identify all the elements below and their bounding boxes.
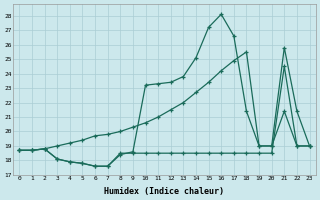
X-axis label: Humidex (Indice chaleur): Humidex (Indice chaleur) bbox=[104, 187, 224, 196]
